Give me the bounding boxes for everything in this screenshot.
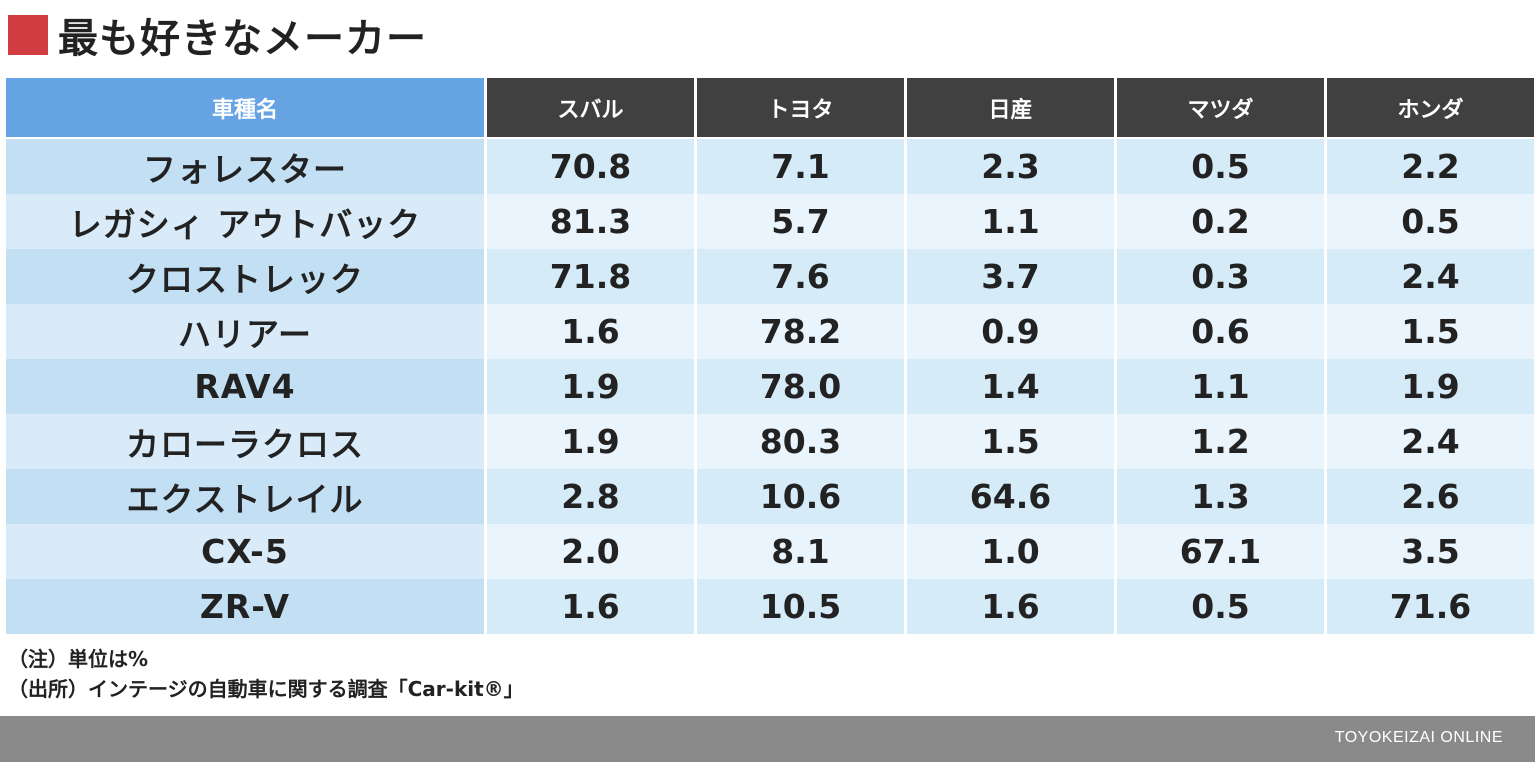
value-cell: 2.0 bbox=[487, 524, 694, 579]
page-title: 最も好きなメーカー bbox=[58, 16, 427, 62]
value-cell: 10.5 bbox=[697, 579, 904, 634]
value-cell: 2.4 bbox=[1327, 414, 1534, 469]
model-cell: エクストレイル bbox=[6, 469, 484, 524]
model-cell: クロストレック bbox=[6, 249, 484, 304]
value-cell: 0.5 bbox=[1117, 579, 1324, 634]
value-cell: 1.3 bbox=[1117, 469, 1324, 524]
value-cell: 67.1 bbox=[1117, 524, 1324, 579]
model-cell: レガシィ アウトバック bbox=[6, 194, 484, 249]
value-cell: 78.0 bbox=[697, 359, 904, 414]
value-cell: 5.7 bbox=[697, 194, 904, 249]
value-cell: 78.2 bbox=[697, 304, 904, 359]
table-row: ハリアー 1.6 78.2 0.9 0.6 1.5 bbox=[6, 304, 1534, 359]
table-row: CX-5 2.0 8.1 1.0 67.1 3.5 bbox=[6, 524, 1534, 579]
value-cell: 10.6 bbox=[697, 469, 904, 524]
value-cell: 1.2 bbox=[1117, 414, 1324, 469]
model-cell: RAV4 bbox=[6, 359, 484, 414]
value-cell: 70.8 bbox=[487, 139, 694, 194]
footer-brand: TOYOKEIZAI ONLINE bbox=[1334, 729, 1503, 746]
table-row: クロストレック 71.8 7.6 3.7 0.3 2.4 bbox=[6, 249, 1534, 304]
value-cell: 71.6 bbox=[1327, 579, 1534, 634]
source-note: （出所）インテージの自動車に関する調査「Car-kit®」 bbox=[8, 677, 524, 701]
value-cell: 1.4 bbox=[907, 359, 1114, 414]
value-cell: 0.3 bbox=[1117, 249, 1324, 304]
table-row: カローラクロス 1.9 80.3 1.5 1.2 2.4 bbox=[6, 414, 1534, 469]
value-cell: 0.5 bbox=[1117, 139, 1324, 194]
table-row: フォレスター 70.8 7.1 2.3 0.5 2.2 bbox=[6, 139, 1534, 194]
value-cell: 1.6 bbox=[487, 304, 694, 359]
value-cell: 8.1 bbox=[697, 524, 904, 579]
column-header-nissan: 日産 bbox=[907, 78, 1114, 139]
value-cell: 0.6 bbox=[1117, 304, 1324, 359]
value-cell: 2.2 bbox=[1327, 139, 1534, 194]
value-cell: 2.4 bbox=[1327, 249, 1534, 304]
title-square-icon bbox=[8, 15, 48, 55]
maker-preference-table: 車種名 スバル トヨタ 日産 マツダ ホンダ フォレスター 70.8 7.1 2.3 0… bbox=[3, 78, 1535, 634]
value-cell: 1.5 bbox=[1327, 304, 1534, 359]
value-cell: 1.9 bbox=[487, 414, 694, 469]
title-block: 最も好きなメーカー bbox=[8, 8, 427, 62]
value-cell: 2.6 bbox=[1327, 469, 1534, 524]
value-cell: 80.3 bbox=[697, 414, 904, 469]
column-header-subaru: スバル bbox=[487, 78, 694, 139]
table-row: レガシィ アウトバック 81.3 5.7 1.1 0.2 0.5 bbox=[6, 194, 1534, 249]
value-cell: 2.8 bbox=[487, 469, 694, 524]
model-cell: ZR-V bbox=[6, 579, 484, 634]
model-cell: CX-5 bbox=[6, 524, 484, 579]
value-cell: 1.1 bbox=[907, 194, 1114, 249]
table-row: エクストレイル 2.8 10.6 64.6 1.3 2.6 bbox=[6, 469, 1534, 524]
footer-bar: TOYOKEIZAI ONLINE bbox=[0, 716, 1535, 762]
value-cell: 1.9 bbox=[487, 359, 694, 414]
table-body: フォレスター 70.8 7.1 2.3 0.5 2.2 レガシィ アウトバック 81.3 5.7… bbox=[6, 139, 1534, 634]
value-cell: 1.6 bbox=[907, 579, 1114, 634]
value-cell: 3.7 bbox=[907, 249, 1114, 304]
value-cell: 71.8 bbox=[487, 249, 694, 304]
value-cell: 1.1 bbox=[1117, 359, 1324, 414]
column-header-mazda: マツダ bbox=[1117, 78, 1324, 139]
model-cell: フォレスター bbox=[6, 139, 484, 194]
table-header-row: 車種名 スバル トヨタ 日産 マツダ ホンダ bbox=[6, 78, 1534, 139]
model-cell: カローラクロス bbox=[6, 414, 484, 469]
value-cell: 7.1 bbox=[697, 139, 904, 194]
value-cell: 0.9 bbox=[907, 304, 1114, 359]
value-cell: 1.9 bbox=[1327, 359, 1534, 414]
notes: （注）単位は% （出所）インテージの自動車に関する調査「Car-kit®」 bbox=[8, 644, 524, 704]
value-cell: 0.2 bbox=[1117, 194, 1324, 249]
table-row: ZR-V 1.6 10.5 1.6 0.5 71.6 bbox=[6, 579, 1534, 634]
unit-note: （注）単位は% bbox=[8, 647, 149, 671]
model-cell: ハリアー bbox=[6, 304, 484, 359]
value-cell: 0.5 bbox=[1327, 194, 1534, 249]
value-cell: 7.6 bbox=[697, 249, 904, 304]
column-header-honda: ホンダ bbox=[1327, 78, 1534, 139]
value-cell: 81.3 bbox=[487, 194, 694, 249]
column-header-toyota: トヨタ bbox=[697, 78, 904, 139]
value-cell: 1.6 bbox=[487, 579, 694, 634]
column-header-model: 車種名 bbox=[6, 78, 484, 139]
value-cell: 1.5 bbox=[907, 414, 1114, 469]
value-cell: 1.0 bbox=[907, 524, 1114, 579]
value-cell: 3.5 bbox=[1327, 524, 1534, 579]
table-row: RAV4 1.9 78.0 1.4 1.1 1.9 bbox=[6, 359, 1534, 414]
value-cell: 2.3 bbox=[907, 139, 1114, 194]
value-cell: 64.6 bbox=[907, 469, 1114, 524]
